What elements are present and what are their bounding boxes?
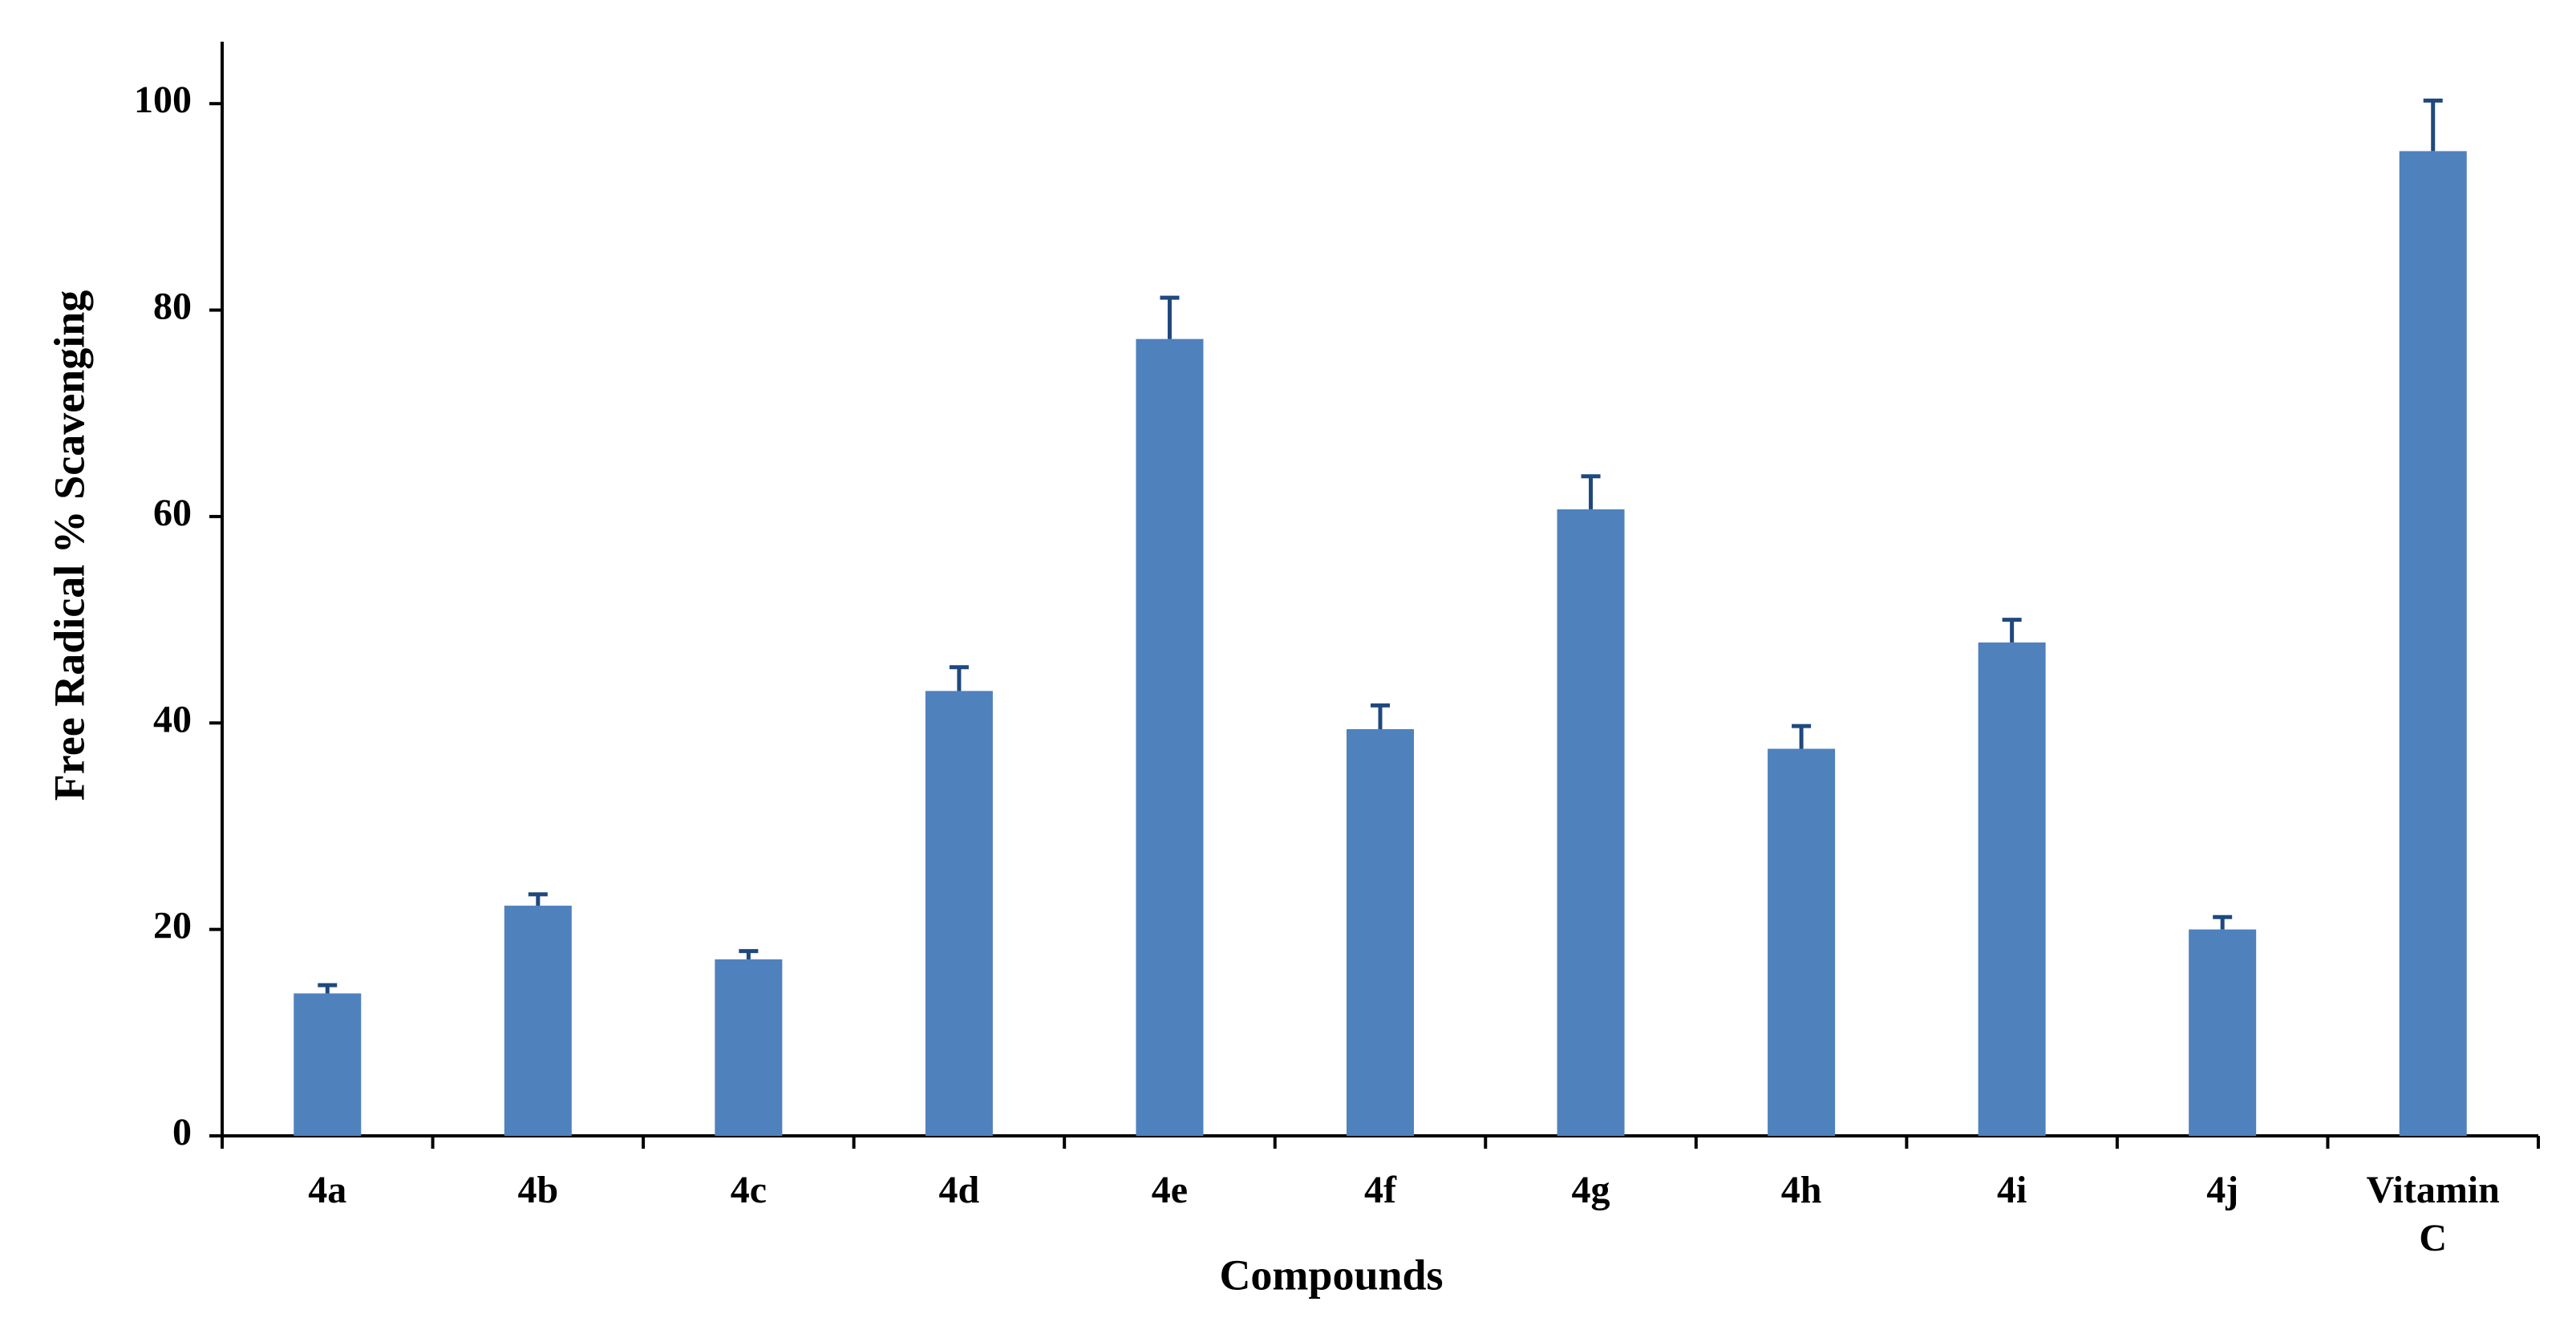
error-bar (1371, 703, 1390, 730)
error-bar (318, 983, 338, 994)
bar (2189, 929, 2257, 1136)
y-tick-label: 80 (153, 286, 192, 328)
x-tick-label: 4j (2206, 1169, 2238, 1211)
y-tick-label: 0 (172, 1111, 192, 1154)
bar (925, 691, 993, 1136)
error-bar (2002, 618, 2022, 643)
error-bar (1160, 295, 1180, 339)
bar (1346, 729, 1415, 1136)
x-tick-label: 4a (308, 1169, 346, 1211)
x-tick-label: 4g (1572, 1169, 1610, 1211)
x-tick-label: 4h (1781, 1169, 1822, 1211)
error-bar (739, 949, 759, 959)
bar (1136, 339, 1204, 1137)
y-tick-label: 20 (153, 905, 192, 947)
x-tick-label: 4c (731, 1169, 767, 1211)
y-tick-label: 40 (153, 698, 192, 740)
x-tick-label: 4b (517, 1169, 558, 1211)
bar (1768, 748, 1836, 1136)
y-tick-label: 60 (153, 492, 192, 534)
error-bar (949, 665, 969, 691)
error-bar (1581, 474, 1601, 509)
x-tick-label: 4f (1364, 1169, 1397, 1211)
x-tick-label: 4d (939, 1169, 980, 1211)
x-tick-label: Vitamin C (2367, 1169, 2500, 1259)
y-axis-title: Free Radical % Scavenging (45, 290, 93, 801)
error-bar (528, 892, 548, 906)
bar (1978, 642, 2046, 1136)
error-bar (1792, 724, 1812, 749)
bar (2399, 151, 2467, 1136)
x-tick-label: 4i (1997, 1169, 2027, 1211)
error-bar (2213, 914, 2233, 930)
bar (504, 906, 572, 1136)
error-bar (2423, 98, 2443, 152)
x-tick-label: 4e (1152, 1169, 1188, 1211)
x-axis-title: Compounds (1219, 1251, 1443, 1299)
bar (715, 959, 783, 1136)
y-tick-label: 100 (134, 79, 192, 121)
bar (1557, 509, 1625, 1136)
bar (294, 993, 362, 1136)
